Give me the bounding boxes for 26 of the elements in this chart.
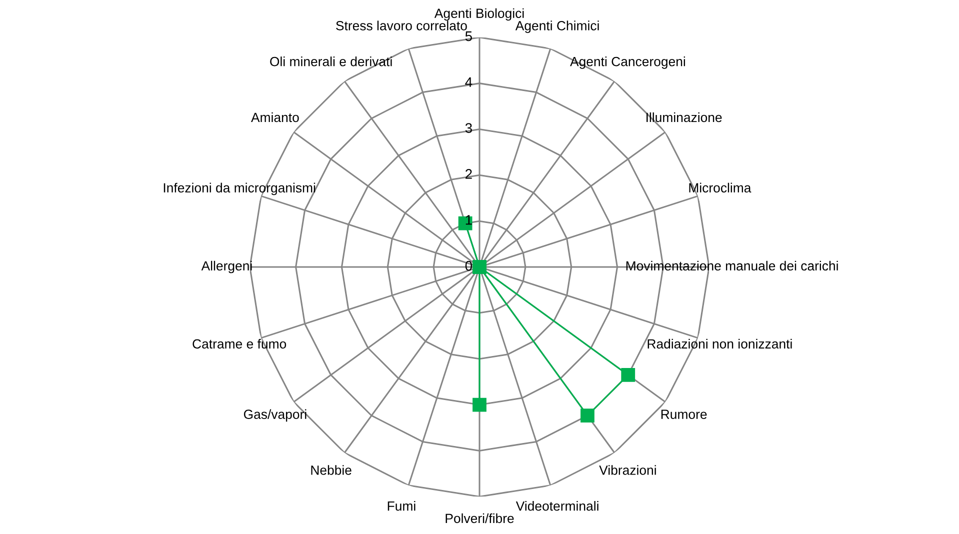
- spoke-label: Allergeni: [201, 260, 252, 274]
- spoke-label: Oli minerali e derivati: [270, 56, 392, 66]
- y-tick-label: 5: [465, 31, 472, 42]
- spoke-label: Videoterminali: [516, 501, 598, 511]
- spoke-label: Amianto: [251, 112, 299, 122]
- spoke-label: Rumore: [661, 410, 707, 419]
- spoke-label: Stress lavoro correlato: [336, 20, 467, 30]
- y-tick-label: 0: [465, 260, 472, 271]
- spoke-label: Radiazioni non ionizzanti: [648, 338, 792, 349]
- y-tick-label: 3: [465, 123, 472, 133]
- y-tick-label: 4: [465, 77, 472, 87]
- spoke-label: Polveri/fibre: [446, 513, 514, 524]
- spoke-label: Vibrazioni: [599, 465, 656, 475]
- spoke-label: Microclima: [689, 182, 752, 193]
- spoke-label: Agenti Chimici: [515, 20, 599, 33]
- spoke-label: Nebbie: [311, 465, 352, 475]
- spoke-label: Illuminazione: [646, 112, 722, 122]
- spoke-label: Movimentazione manuale dei carichi: [626, 260, 838, 271]
- y-tick-label: 2: [466, 169, 472, 179]
- spoke-label: Gas/vapori: [244, 409, 306, 422]
- spoke-label: Fumi: [388, 501, 416, 511]
- spoke-label: Catrame e fumo: [192, 338, 286, 349]
- spoke-label: Infezioni da microrganismi: [164, 182, 316, 196]
- spoke-label: Agenti Biologici: [434, 8, 524, 21]
- y-tick-label: 1: [466, 215, 472, 225]
- spoke-label: Agenti Cancerogeni: [570, 56, 685, 69]
